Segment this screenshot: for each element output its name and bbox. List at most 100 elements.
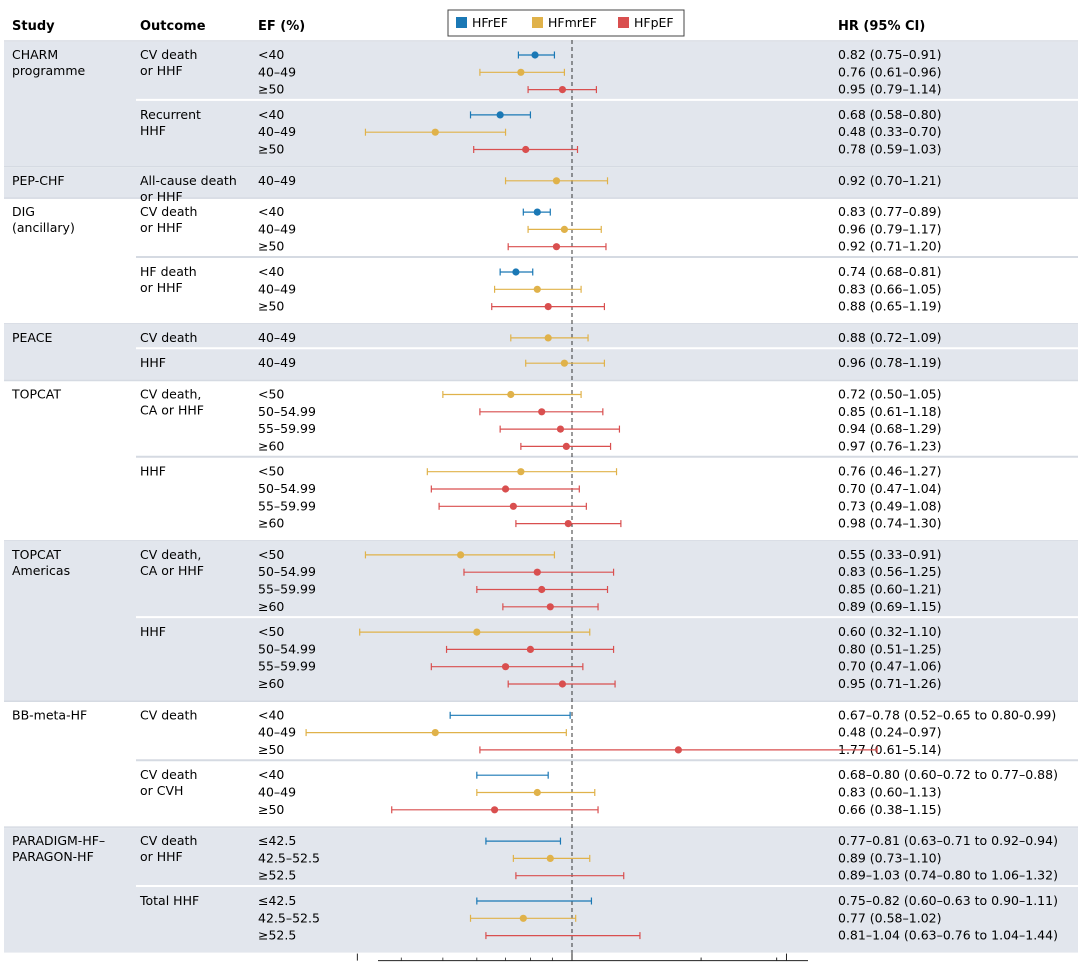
ef-label: 40–49 (258, 785, 296, 800)
point-estimate (552, 177, 561, 185)
hr-value-label: 0.83 (0.60–1.13) (838, 785, 941, 800)
ef-label: <50 (258, 387, 284, 402)
outcome-label: CV death (140, 833, 197, 848)
ef-label: ≥60 (258, 599, 284, 614)
hr-value-label: 0.85 (0.61–1.18) (838, 404, 941, 419)
point-estimate (431, 128, 439, 136)
point-estimate (552, 243, 561, 251)
ef-label: ≥52.5 (258, 868, 296, 883)
point-estimate (544, 334, 552, 342)
hr-value-label: 0.96 (0.79–1.17) (838, 221, 941, 236)
ef-label: 50–54.99 (258, 404, 316, 419)
point-estimate (558, 86, 567, 94)
legend: HFrEF HFmrEF HFpEF (447, 9, 685, 37)
outcome-label: Total HHF (139, 893, 199, 908)
ef-label: ≤42.5 (258, 893, 296, 908)
hr-value-label: 0.98 (0.74–1.30) (838, 516, 941, 531)
outcome-label: or CVH (140, 783, 183, 798)
ef-label: <40 (258, 264, 284, 279)
ef-label: 40–49 (258, 173, 296, 188)
ef-label: ≥50 (258, 299, 284, 314)
point-estimate (473, 628, 481, 636)
study-label: CHARM (12, 47, 58, 62)
ef-label: ≥60 (258, 438, 284, 453)
outcome-label: CA or HHF (140, 403, 204, 418)
hr-value-label: 0.89 (0.69–1.15) (838, 599, 941, 614)
row-bands (4, 40, 1078, 953)
hr-value-label: 0.83 (0.66–1.05) (838, 281, 941, 296)
ef-label: ≥50 (258, 239, 284, 254)
group-band (4, 42, 1078, 167)
hr-value-label: 0.88 (0.72–1.09) (838, 330, 941, 345)
header-hr: HR (95% CI) (838, 19, 925, 34)
outcome-label: CV death (140, 767, 197, 782)
hr-value-label: 0.88 (0.65–1.19) (838, 299, 941, 314)
hr-value-label: 0.83 (0.77–0.89) (838, 204, 941, 219)
group-band (4, 828, 1078, 953)
point-estimate (556, 425, 565, 433)
hr-value-label: 0.66 (0.38–1.15) (838, 802, 941, 817)
group-band (4, 541, 1078, 701)
outcome-label: CV death (140, 47, 197, 62)
ef-label: 40–49 (258, 221, 296, 236)
point-estimate (526, 645, 535, 654)
ef-label: 40–49 (258, 124, 296, 139)
point-estimate (519, 914, 527, 922)
outcome-label: CV death (140, 707, 197, 722)
hr-value-label: 0.76 (0.46–1.27) (838, 464, 941, 479)
study-label: programme (12, 63, 86, 78)
ef-label: ≥50 (258, 742, 284, 757)
outcome-label: All-cause death (140, 173, 237, 188)
ef-label: 55–59.99 (258, 421, 316, 436)
hr-value-label: 0.76 (0.61–0.96) (838, 64, 941, 79)
hr-value-label: 0.48 (0.33–0.70) (838, 124, 941, 139)
hr-value-label: 0.89 (0.73–1.10) (838, 850, 941, 865)
hr-value-label: 0.95 (0.71–1.26) (838, 676, 941, 691)
hr-value-label: 0.94 (0.68–1.29) (838, 421, 941, 436)
legend-label-hfpef: HFpEF (634, 15, 674, 30)
point-estimate (533, 208, 541, 216)
ef-label: 40–49 (258, 64, 296, 79)
ef-label: <40 (258, 204, 284, 219)
point-estimate (490, 806, 499, 814)
hr-value-label: 0.74 (0.68–0.81) (838, 264, 941, 279)
hr-value-label: 0.68–0.80 (0.60–0.72 to 0.77–0.88) (838, 767, 1058, 782)
column-headers: Study Outcome EF (%) HR (95% CI) (12, 19, 925, 34)
ef-label: <40 (258, 707, 284, 722)
study-label: PEP-CHF (12, 173, 65, 188)
hr-value-label: 0.96 (0.78–1.19) (838, 355, 941, 370)
hr-value-label: 0.82 (0.75–0.91) (838, 47, 941, 62)
hr-value-label: 0.68 (0.58–0.80) (838, 107, 941, 122)
legend-label-hfmref: HFmrEF (548, 15, 597, 30)
point-estimate (558, 680, 567, 688)
ef-label: <50 (258, 624, 284, 639)
hr-value-label: 0.55 (0.33–0.91) (838, 547, 941, 562)
legend-label-hfref: HFrEF (472, 15, 508, 30)
ef-label: ≤42.5 (258, 833, 296, 848)
group-band (4, 167, 1078, 198)
ef-label: 50–54.99 (258, 564, 316, 579)
point-estimate (544, 303, 552, 311)
study-label: BB-meta-HF (12, 707, 87, 722)
legend-box (447, 9, 685, 37)
outcome-label: HF death (140, 264, 197, 279)
study-label: PARADIGM-HF– (12, 833, 105, 848)
ef-label: ≥52.5 (258, 928, 296, 943)
ef-label: 40–49 (258, 281, 296, 296)
outcome-label: or HHF (140, 189, 183, 204)
study-label: TOPCAT (11, 547, 61, 562)
point-estimate (517, 68, 525, 76)
study-label: (ancillary) (12, 220, 75, 235)
ef-label: ≥50 (258, 802, 284, 817)
hr-value-label: 0.89–1.03 (0.74–0.80 to 1.06–1.32) (838, 868, 1058, 883)
study-label: PARAGON-HF (12, 849, 94, 864)
hr-value-label: 0.77–0.81 (0.63–0.71 to 0.92–0.94) (838, 833, 1058, 848)
outcome-label: HHF (140, 464, 166, 479)
ef-label: ≥50 (258, 142, 284, 157)
point-estimate (512, 268, 520, 276)
point-estimate (533, 568, 541, 576)
ef-label: <40 (258, 107, 284, 122)
point-estimate (533, 285, 541, 293)
